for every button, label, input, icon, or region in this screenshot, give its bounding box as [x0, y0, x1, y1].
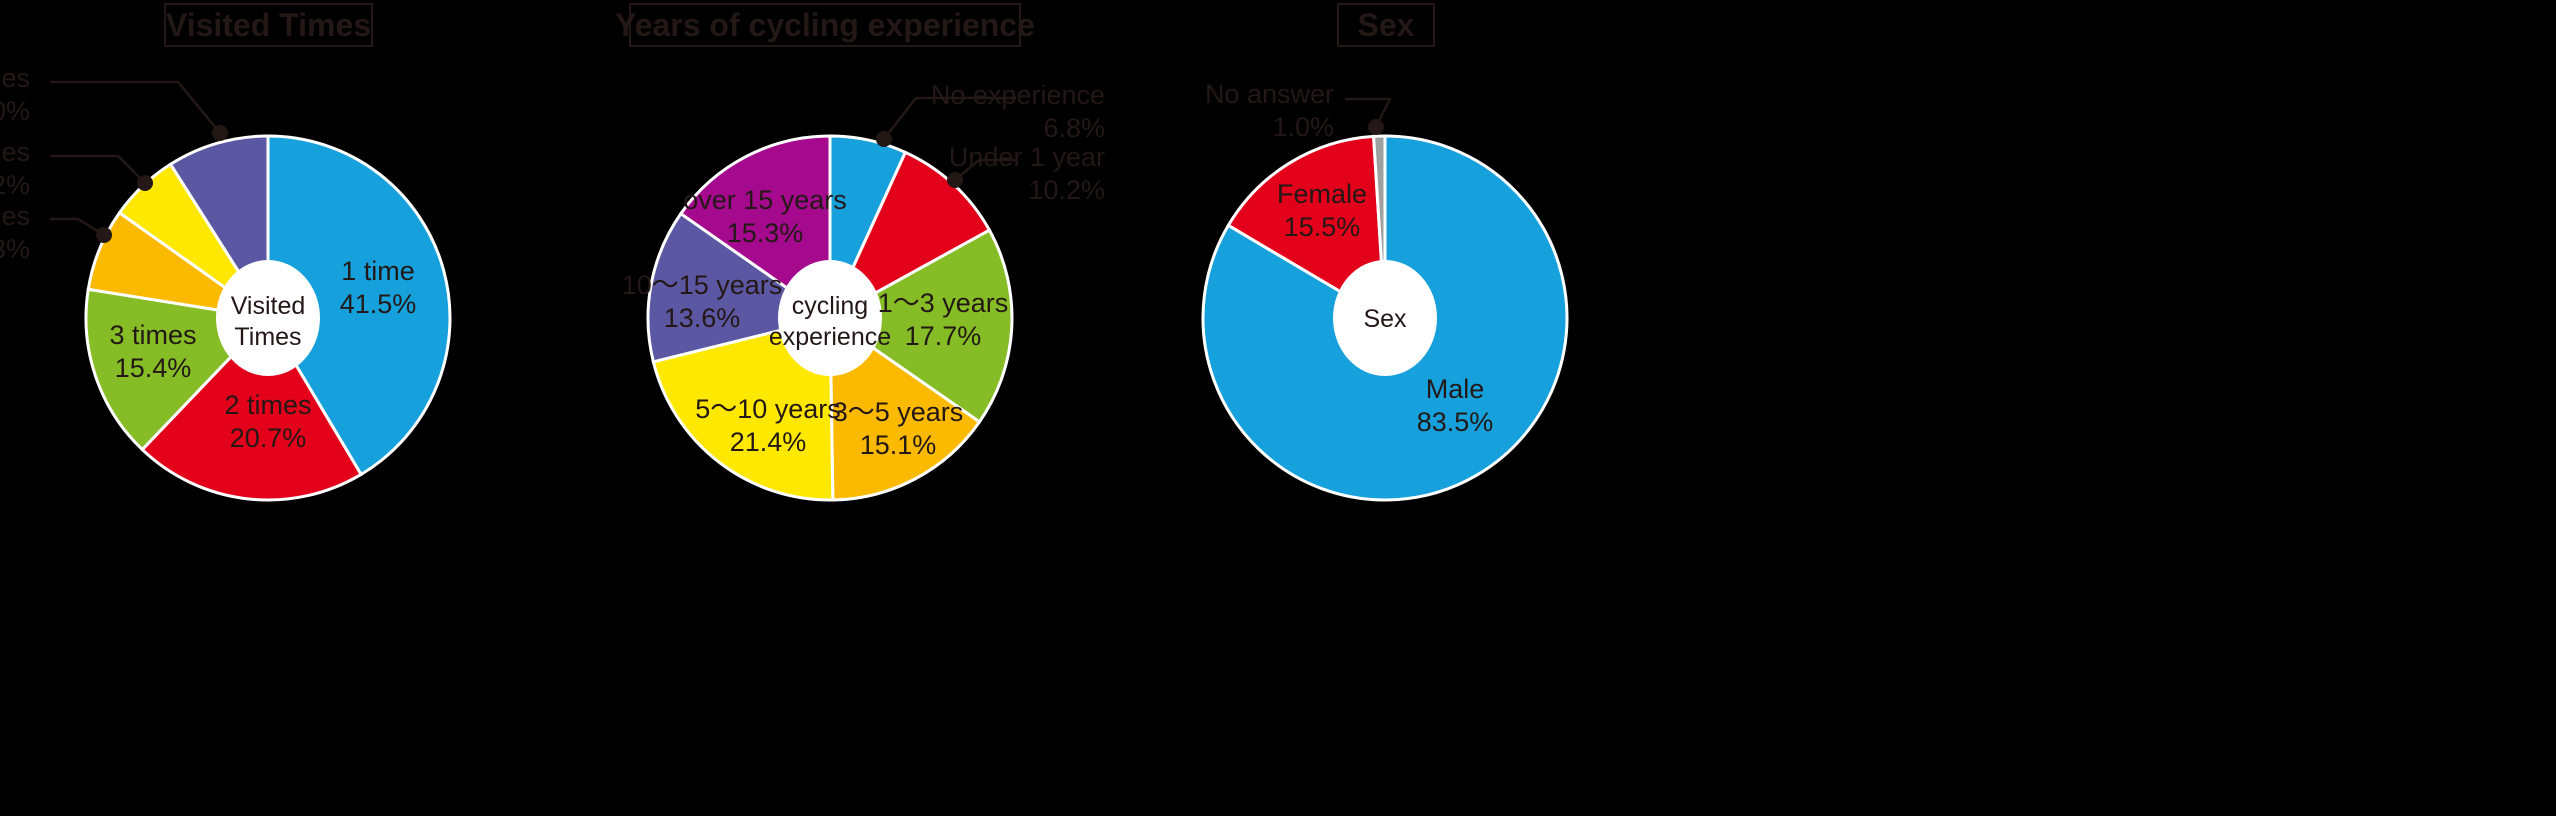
- chart-title-box: [1337, 3, 1435, 47]
- slice-label: 3 times: [109, 320, 196, 350]
- slice-label: 5 times: [0, 137, 30, 167]
- center-label-line2: experience: [769, 323, 891, 351]
- center-label: Visited: [231, 292, 306, 320]
- pie-slice[interactable]: [678, 134, 832, 321]
- leader-dot: [212, 125, 228, 141]
- slice-percent: 41.5%: [340, 289, 417, 319]
- slice-label: 5～10 years: [695, 394, 841, 424]
- pie-slice[interactable]: [651, 316, 835, 502]
- slice-label: No experience: [931, 80, 1105, 110]
- donut-hole: [778, 260, 882, 376]
- slice-label: 2 times: [224, 390, 311, 420]
- pie-slice[interactable]: [266, 134, 452, 477]
- slice-label: Under 1 year: [949, 142, 1105, 172]
- pie-chart-2: cycling experience No experience6.8%Under …: [615, 3, 1105, 502]
- slice-label: over 15 years: [683, 185, 847, 215]
- leader-dot: [137, 175, 153, 191]
- slice-label: 3～5 years: [833, 397, 964, 427]
- slice-percent: 1.0%: [1272, 112, 1334, 142]
- leader-line: [954, 158, 1016, 181]
- pie-slice[interactable]: [828, 315, 982, 502]
- donut-hole: [1333, 260, 1437, 376]
- slice-label: Male: [1426, 374, 1485, 404]
- slice-percent: 83.5%: [1417, 407, 1494, 437]
- slice-percent: 10.2%: [1028, 175, 1105, 205]
- chart-title-box: [629, 3, 1021, 47]
- slice-label: 1～3 years: [878, 288, 1009, 318]
- slice-percent: 15.3%: [727, 218, 804, 248]
- slice-label: 1 time: [341, 256, 415, 286]
- slice-percent: 9.0%: [0, 96, 30, 126]
- leader-dot: [876, 131, 892, 147]
- slice-label: 4 times: [0, 201, 30, 231]
- pie-slice[interactable]: [1226, 134, 1387, 321]
- slice-percent: 6.8%: [1043, 113, 1105, 143]
- leader-line: [50, 80, 221, 134]
- leader-dot: [947, 172, 963, 188]
- center-label: Sex: [1363, 305, 1407, 333]
- chart-title: Sex: [1358, 7, 1415, 43]
- slice-percent: 15.1%: [860, 430, 937, 460]
- center-label: cycling: [792, 292, 868, 320]
- slice-label: over 6 times: [0, 63, 30, 93]
- leader-line: [50, 154, 146, 184]
- center-label-line2: Times: [234, 323, 301, 351]
- slice-label: Female: [1277, 179, 1367, 209]
- slice-percent: 6.2%: [0, 170, 30, 200]
- slice-percent: 15.5%: [1284, 212, 1361, 242]
- slice-percent: 21.4%: [730, 427, 807, 457]
- leader-dot: [1368, 119, 1384, 135]
- pie-slice[interactable]: [827, 228, 1014, 424]
- leader-line: [1345, 97, 1393, 128]
- leader-line: [883, 96, 1016, 140]
- slice-percent: 13.6%: [664, 303, 741, 333]
- leader-line: [50, 217, 105, 237]
- slice-percent: 15.4%: [115, 353, 192, 383]
- chart-title: Visited Times: [166, 7, 371, 43]
- slice-percent: 17.7%: [905, 321, 982, 351]
- slice-label: No answer: [1205, 79, 1334, 109]
- pie-slice[interactable]: [140, 315, 364, 502]
- slice-percent: 7.3%: [0, 234, 30, 264]
- chart-title: Years of cycling experience: [615, 7, 1035, 43]
- slice-label: 10～15 years: [622, 270, 783, 300]
- leader-dot: [96, 227, 112, 243]
- donut-hole: [216, 260, 320, 376]
- slice-percent: 20.7%: [230, 423, 307, 453]
- chart-title-box: [164, 3, 373, 47]
